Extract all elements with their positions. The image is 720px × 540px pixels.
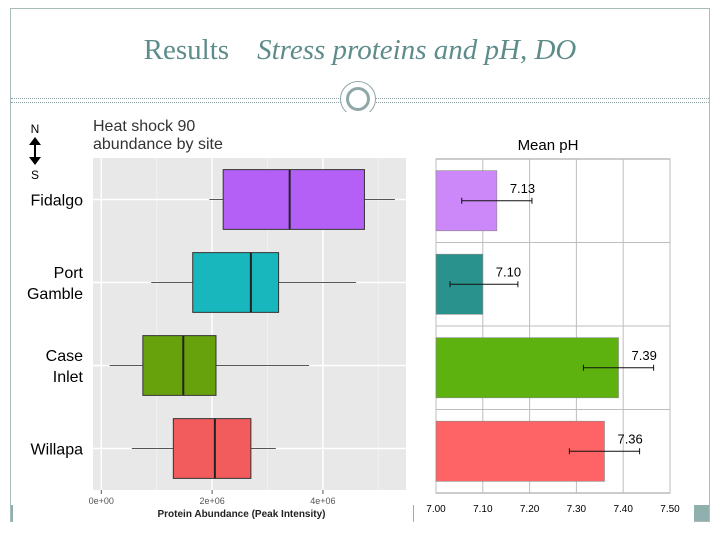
boxplot-category-label: Willapa (31, 442, 84, 459)
heat-shock-boxplot: Heat shock 90 abundance by site N S 0e+0… (13, 112, 413, 522)
boxplot-category-label: Fidalgo (31, 193, 84, 210)
ph-x-tick-label: 7.30 (567, 504, 587, 515)
boxplot-box (192, 252, 280, 313)
boxplot-x-tick-label: 2e+06 (199, 496, 224, 506)
slide-subtitle: Stress proteins and pH, DO (257, 34, 577, 66)
mean-ph-chart-svg: Mean pH 7.00 7.10 7.20 7.30 7.40 7.50 7.13 7.10… (414, 112, 694, 522)
boxplot-title-line-2: abundance by site (93, 136, 223, 153)
slide-title-main: Results (143, 34, 230, 66)
compass-arrow-icon (29, 137, 41, 165)
circle-ornament-icon (340, 81, 376, 117)
ph-x-tick-label: 7.10 (473, 504, 493, 515)
ph-data-label: 7.36 (617, 431, 642, 446)
ph-x-tick-label: 7.00 (426, 504, 446, 515)
mean-ph-chart: Mean pH 7.00 7.10 7.20 7.30 7.40 7.50 7.13 7.10… (414, 112, 694, 522)
ph-x-tick-label: 7.50 (660, 504, 680, 515)
boxplot-box (142, 335, 217, 396)
ph-chart-title: Mean pH (518, 137, 579, 154)
boxplot-x-axis-label: Protein Abundance (Peak Intensity) (158, 509, 326, 520)
ph-data-label: 7.10 (496, 264, 521, 279)
boxplot-category-label: Case (46, 348, 83, 365)
boxplot-box (222, 169, 365, 230)
heat-shock-boxplot-svg: Heat shock 90 abundance by site N S 0e+0… (13, 112, 413, 522)
ph-x-tick-label: 7.40 (613, 504, 633, 515)
compass-north: N (31, 122, 40, 136)
boxplot-category-label: Gamble (27, 286, 83, 303)
ph-x-tick-label: 7.20 (520, 504, 540, 515)
boxplot-title-line-1: Heat shock 90 (93, 118, 195, 135)
boxplot-box (172, 418, 252, 479)
boxplot-category-label: Port (54, 265, 84, 282)
boxplot-category-label: Inlet (53, 369, 84, 386)
boxplot-x-tick-label: 4e+06 (310, 496, 335, 506)
ph-data-label: 7.39 (632, 348, 657, 363)
boxplot-x-tick-label: 0e+00 (89, 496, 114, 506)
slide-title: Results Stress proteins and pH, DO (0, 34, 720, 67)
compass-south: S (31, 168, 39, 182)
ph-data-label: 7.13 (510, 181, 535, 196)
